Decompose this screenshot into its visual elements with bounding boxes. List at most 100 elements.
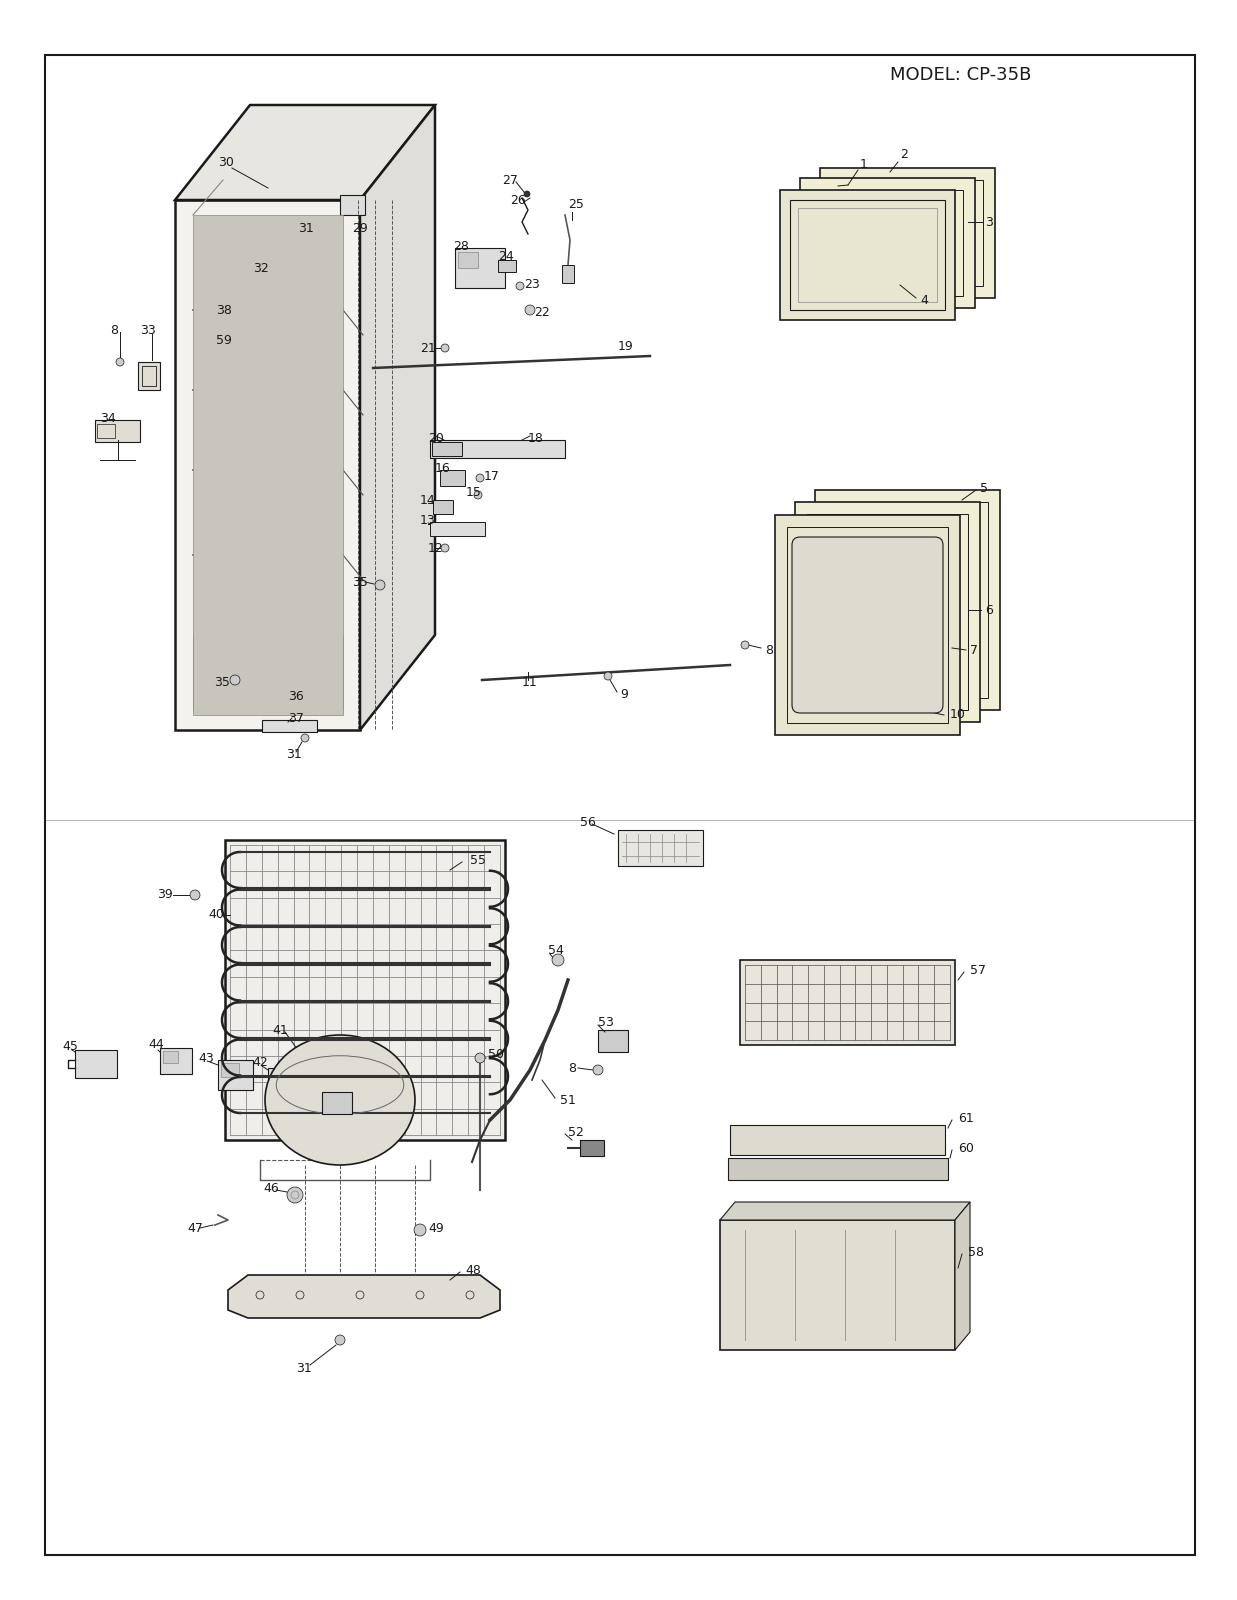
Bar: [807, 514, 969, 710]
Bar: [75, 1050, 118, 1078]
Text: 57: 57: [970, 963, 986, 976]
Bar: [218, 1059, 254, 1090]
Bar: [139, 362, 160, 390]
Circle shape: [476, 474, 484, 482]
Bar: [432, 442, 461, 456]
Bar: [433, 499, 453, 514]
Text: 52: 52: [568, 1125, 584, 1139]
Text: 55: 55: [470, 853, 486, 867]
Circle shape: [442, 544, 449, 552]
Bar: [828, 502, 988, 698]
Bar: [95, 419, 140, 442]
Circle shape: [516, 282, 524, 290]
Circle shape: [230, 675, 240, 685]
Text: 14: 14: [421, 493, 435, 507]
Text: 16: 16: [435, 461, 450, 475]
Text: 15: 15: [466, 486, 482, 499]
Circle shape: [116, 358, 124, 366]
Text: 2: 2: [901, 149, 908, 162]
Bar: [260, 701, 335, 714]
Text: 53: 53: [597, 1016, 614, 1029]
Text: 46: 46: [263, 1181, 278, 1195]
Bar: [618, 830, 703, 866]
Bar: [833, 179, 983, 286]
Polygon shape: [720, 1219, 955, 1350]
Bar: [225, 840, 505, 1139]
Bar: [730, 1125, 945, 1155]
Text: 5: 5: [980, 482, 988, 494]
Text: 17: 17: [484, 469, 500, 483]
Circle shape: [287, 1187, 303, 1203]
Polygon shape: [820, 168, 995, 298]
Text: 47: 47: [187, 1221, 203, 1235]
Bar: [787, 526, 948, 723]
Bar: [790, 200, 945, 310]
Circle shape: [552, 954, 564, 966]
Text: 12: 12: [428, 541, 444, 555]
Bar: [740, 960, 955, 1045]
Bar: [580, 1139, 604, 1155]
Text: 9: 9: [620, 688, 628, 701]
Bar: [322, 1091, 353, 1114]
Text: 49: 49: [428, 1221, 444, 1235]
Circle shape: [475, 1053, 485, 1062]
Text: 21: 21: [421, 341, 435, 355]
Text: 59: 59: [216, 333, 231, 347]
Bar: [458, 251, 477, 267]
Bar: [193, 214, 343, 715]
Polygon shape: [174, 106, 435, 200]
Circle shape: [593, 1066, 602, 1075]
Polygon shape: [228, 1275, 500, 1318]
Text: 38: 38: [216, 304, 231, 317]
Text: MODEL: CP-35B: MODEL: CP-35B: [889, 66, 1032, 83]
Text: 24: 24: [499, 250, 513, 262]
Ellipse shape: [265, 1035, 414, 1165]
Text: 1: 1: [860, 158, 868, 171]
Polygon shape: [795, 502, 980, 722]
Text: 40: 40: [208, 909, 224, 922]
Bar: [798, 208, 936, 302]
Bar: [142, 366, 156, 386]
Text: 36: 36: [288, 691, 304, 704]
Bar: [96, 424, 115, 438]
Text: 25: 25: [568, 198, 584, 211]
Bar: [163, 1051, 178, 1062]
Text: 51: 51: [560, 1093, 576, 1107]
Bar: [811, 190, 962, 296]
Text: 6: 6: [985, 603, 993, 616]
Text: 34: 34: [100, 411, 116, 424]
Text: 61: 61: [957, 1112, 974, 1125]
Text: 37: 37: [288, 712, 304, 725]
Text: 48: 48: [465, 1264, 481, 1277]
Text: 41: 41: [272, 1024, 288, 1037]
Bar: [562, 266, 574, 283]
Text: 35: 35: [214, 675, 230, 688]
Text: 35: 35: [353, 576, 367, 589]
Circle shape: [474, 491, 482, 499]
Circle shape: [524, 306, 534, 315]
Text: 20: 20: [428, 432, 444, 445]
Bar: [221, 1062, 239, 1077]
Bar: [499, 259, 516, 272]
Bar: [160, 1048, 192, 1074]
Polygon shape: [800, 178, 975, 307]
Bar: [430, 440, 565, 458]
Text: 31: 31: [296, 1362, 312, 1374]
Text: 56: 56: [580, 816, 596, 829]
Text: 31: 31: [286, 749, 302, 762]
Text: 11: 11: [522, 675, 538, 688]
Text: 44: 44: [148, 1037, 163, 1051]
Text: 39: 39: [157, 888, 173, 901]
Text: 43: 43: [198, 1051, 214, 1064]
Polygon shape: [174, 200, 360, 730]
Text: 23: 23: [524, 277, 539, 291]
Circle shape: [741, 642, 748, 650]
Polygon shape: [360, 106, 435, 730]
Text: 32: 32: [254, 261, 268, 275]
Text: 10: 10: [950, 709, 966, 722]
Text: 58: 58: [969, 1245, 983, 1259]
Text: 30: 30: [218, 155, 234, 168]
Text: 26: 26: [510, 194, 526, 206]
Text: 8: 8: [764, 643, 773, 656]
Bar: [729, 1158, 948, 1181]
